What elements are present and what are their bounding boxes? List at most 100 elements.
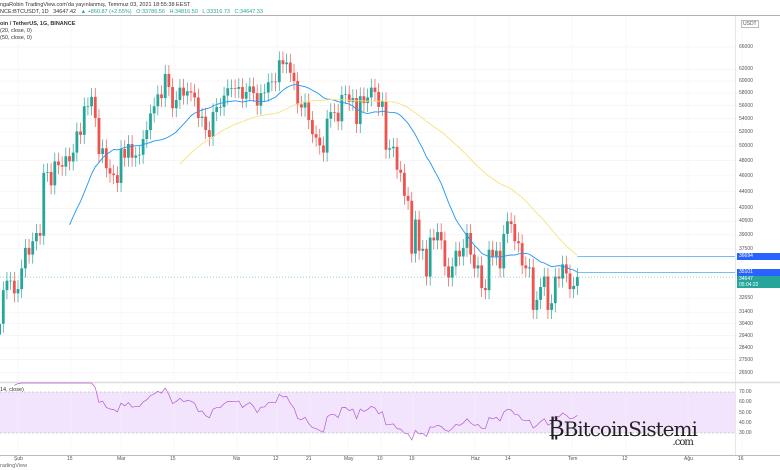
candle-body	[112, 173, 116, 176]
high-value: H:34816.50	[169, 9, 198, 15]
candle-body	[399, 169, 403, 173]
price-tick: 66000	[739, 44, 753, 50]
rsi-tick: 60.00	[739, 399, 752, 406]
price-tick: 54000	[739, 115, 753, 122]
candle-body	[281, 60, 285, 65]
candle-body	[9, 280, 13, 282]
bitcoinsistemi-watermark: ₿BitcoinSistemi .com	[548, 414, 698, 448]
candle-body	[141, 139, 145, 155]
rsi-band	[0, 392, 735, 433]
price-tick: 39000	[739, 231, 753, 238]
candle-body	[219, 106, 222, 108]
candle-body	[314, 134, 318, 138]
ma50-legend[interactable]: (50, close, 0)	[0, 35, 32, 41]
candle-body	[138, 154, 141, 156]
candle-body	[20, 268, 24, 290]
ma20-legend[interactable]: (20, close, 0)	[0, 28, 32, 34]
time-tick: 15	[67, 456, 73, 462]
candle-body	[524, 265, 528, 269]
candle-body	[358, 96, 362, 124]
candle-body	[469, 232, 473, 255]
time-tick: 12	[273, 456, 279, 462]
candle-body	[82, 106, 86, 135]
last-price-badge: 34647 05:04:22	[737, 276, 780, 289]
candle-body	[461, 247, 465, 257]
rsi-legend[interactable]: 14, close)	[0, 387, 24, 393]
time-tick: 19	[409, 456, 415, 462]
candle-body	[465, 232, 469, 248]
rsi-tick: 70.00	[739, 389, 752, 395]
candle-body	[454, 250, 458, 267]
candle-body	[0, 323, 1, 335]
watermark-domain: .com	[672, 437, 694, 448]
candle-body	[152, 106, 156, 114]
candle-body	[241, 87, 244, 99]
candle-body	[27, 247, 31, 255]
candle-body	[502, 233, 506, 269]
candle-body	[248, 86, 252, 92]
price-tick: 60000	[739, 78, 753, 85]
symbol: NCE:BTCUSDT, 1D	[0, 9, 49, 15]
candle-body	[369, 87, 373, 98]
candle-body	[171, 87, 174, 109]
candle-body	[561, 264, 565, 279]
candle-body	[517, 241, 520, 244]
candle-body	[362, 96, 366, 104]
candle-body	[535, 299, 539, 310]
price-tick: 40500	[739, 218, 753, 225]
candle-body	[391, 146, 395, 149]
candle-body	[550, 303, 553, 310]
candle-body	[531, 267, 535, 310]
price-tick: 32650	[739, 295, 753, 302]
candle-body	[207, 130, 211, 137]
candle-body	[97, 117, 101, 155]
candle-body	[425, 248, 428, 277]
time-tick: 15	[170, 456, 176, 462]
time-tick: May	[344, 456, 354, 462]
candle-body	[270, 81, 274, 83]
candle-body	[53, 161, 57, 186]
currency-label[interactable]: USDT	[741, 20, 759, 28]
price-tick: 28400	[739, 345, 753, 352]
candle-body	[130, 143, 134, 158]
chart-title: oin / TetherUS, 1G, BINANCE	[0, 21, 76, 27]
publish-info: ngaRobin TradingView.com'da yayınlanmış,…	[0, 2, 191, 8]
time-tick: Nis	[233, 456, 241, 462]
candle-body	[90, 96, 93, 107]
candle-body	[178, 87, 182, 100]
candle-body	[307, 102, 311, 120]
candle-body	[182, 87, 185, 96]
candle-body	[204, 116, 208, 131]
candle-body	[35, 232, 38, 242]
candle-body	[557, 276, 561, 279]
candle-body	[167, 73, 171, 88]
candle-body	[193, 92, 197, 98]
rsi-tick: 40.00	[739, 419, 752, 426]
candle-body	[447, 266, 450, 278]
time-tick: 10	[377, 456, 383, 462]
candle-body	[333, 112, 336, 113]
candle-body	[325, 118, 329, 153]
bitcoin-logo-icon: ₿	[548, 414, 565, 442]
candle-body	[395, 146, 399, 170]
price-tick: 44000	[739, 188, 753, 195]
candle-body	[226, 88, 230, 96]
candle-body	[79, 131, 82, 135]
candle-body	[303, 102, 307, 108]
tradingview-footer: radingView	[0, 463, 28, 469]
candle-body	[439, 232, 443, 241]
candle-body	[108, 168, 112, 174]
candle-body	[528, 267, 531, 269]
candle-body	[86, 106, 90, 107]
candle-body	[115, 175, 119, 183]
ma50-badge: 36694	[737, 253, 780, 261]
candle-body	[23, 247, 27, 269]
candle-body	[483, 288, 487, 291]
time-tick: Haz	[471, 456, 480, 462]
candle-body	[233, 88, 237, 89]
candle-body	[1, 290, 5, 324]
candle-body	[57, 161, 60, 166]
candle-body	[414, 219, 417, 254]
candle-body	[520, 243, 524, 266]
